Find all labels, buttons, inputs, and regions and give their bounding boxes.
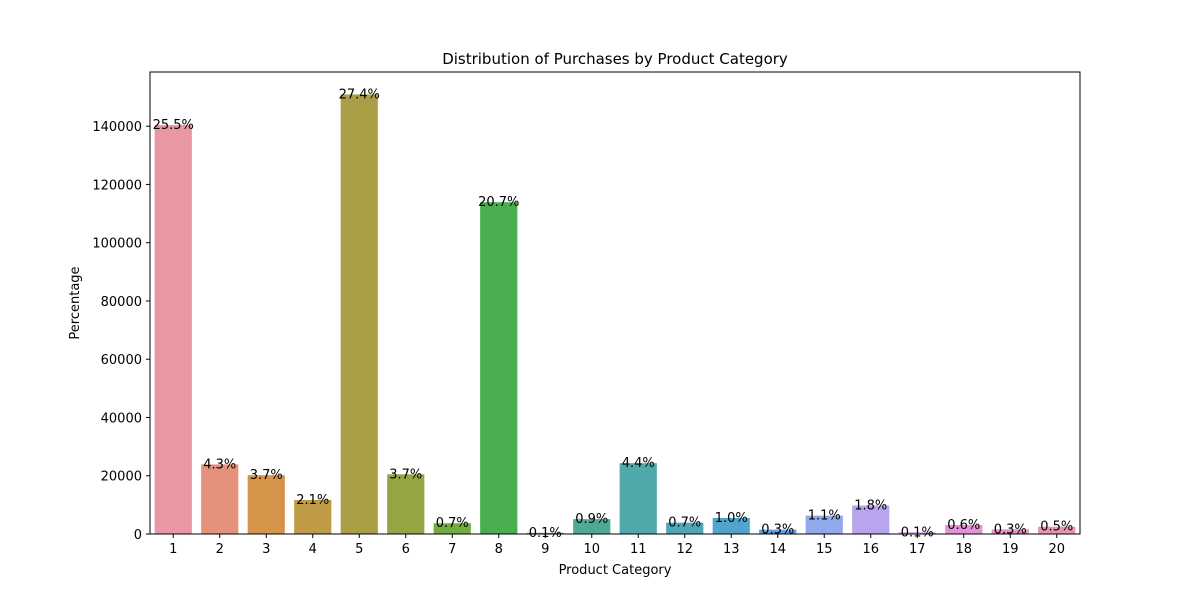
bar-value-label: 25.5%: [153, 118, 194, 133]
bar-category-17: [898, 532, 936, 534]
x-tick-label: 9: [541, 542, 549, 557]
y-axis: 0 20000 40000 60000 80000 100000 120000 140000: [92, 120, 150, 543]
bar-category-7: [433, 523, 471, 534]
bar-category-3: [247, 475, 285, 534]
x-tick-label: 15: [816, 542, 833, 557]
y-tick-label: 60000: [101, 353, 142, 368]
bar-value-label: 0.1%: [901, 525, 934, 540]
y-tick-label: 100000: [92, 237, 142, 252]
bar-category-6: [387, 474, 425, 534]
bar-category-5: [340, 94, 378, 535]
x-tick-label: 4: [309, 542, 317, 557]
bar-category-1: [154, 125, 192, 535]
chart-title: Distribution of Purchases by Product Cat…: [442, 50, 788, 68]
bar-value-label: 0.7%: [436, 516, 469, 531]
bar-category-15: [805, 515, 843, 534]
bar-category-10: [573, 519, 611, 534]
bar-category-4: [294, 499, 332, 534]
x-tick-label: 10: [583, 542, 600, 557]
bar-value-label: 3.7%: [250, 468, 283, 483]
bar-category-8: [480, 202, 518, 534]
x-tick-label: 17: [909, 542, 926, 557]
bar-value-label: 4.3%: [203, 457, 236, 472]
bar-value-label: 2.1%: [296, 493, 329, 508]
bar-value-label: 20.7%: [478, 195, 519, 210]
bar-category-13: [712, 517, 750, 534]
plot-frame: [149, 71, 1081, 535]
y-tick-label: 80000: [101, 295, 142, 310]
y-tick-label: 0: [134, 528, 142, 543]
x-tick-label: 14: [769, 542, 786, 557]
bar-labels-group: 25.5% 4.3% 3.7% 2.1% 27.4% 3.7% 0.7% 20.7% 0.1% 0…: [153, 87, 1074, 540]
x-tick-label: 16: [862, 542, 879, 557]
x-tick-label: 2: [216, 542, 224, 557]
bar-value-label: 3.7%: [389, 467, 422, 482]
bar-category-20: [1038, 526, 1076, 534]
bar-value-label: 0.6%: [947, 518, 980, 533]
x-tick-label: 12: [676, 542, 693, 557]
bar-value-label: 27.4%: [339, 87, 380, 102]
bar-category-11: [619, 463, 657, 534]
bar-value-label: 0.5%: [1040, 520, 1073, 535]
bar-value-label: 1.1%: [808, 509, 841, 524]
y-tick-label: 20000: [101, 470, 142, 485]
x-axis: 1 2 3 4 5 6 7 8 9 10 11 12 13 14 15 16 17 18 19 20: [169, 534, 1065, 557]
x-tick-label: 3: [262, 542, 270, 557]
bar-category-9: [526, 532, 564, 534]
bar-value-label: 4.4%: [622, 456, 655, 471]
x-tick-label: 18: [955, 542, 972, 557]
bar-value-label: 0.7%: [668, 516, 701, 531]
bar-value-label: 1.8%: [854, 498, 887, 513]
bar-value-label: 0.9%: [575, 512, 608, 527]
bar-category-12: [666, 522, 704, 534]
x-tick-label: 19: [1002, 542, 1019, 557]
bar-category-16: [852, 505, 890, 534]
bar-category-14: [759, 529, 797, 534]
y-tick-label: 40000: [101, 411, 142, 426]
y-tick-label: 120000: [92, 178, 142, 193]
y-axis-label: Percentage: [68, 266, 83, 339]
x-tick-label: 8: [495, 542, 503, 557]
x-tick-label: 7: [448, 542, 456, 557]
bar-value-label: 0.1%: [529, 526, 562, 541]
y-tick-label: 140000: [92, 120, 142, 135]
x-tick-label: 20: [1048, 542, 1065, 557]
bars-group: [154, 94, 1076, 535]
bar-category-2: [201, 464, 239, 534]
x-tick-label: 1: [169, 542, 177, 557]
x-tick-label: 5: [355, 542, 363, 557]
x-tick-label: 6: [402, 542, 410, 557]
x-tick-label: 11: [630, 542, 647, 557]
x-tick-label: 13: [723, 542, 740, 557]
bar-category-18: [945, 524, 983, 534]
x-axis-label: Product Category: [559, 563, 672, 578]
bar-category-19: [991, 529, 1029, 534]
bar-value-label: 1.0%: [715, 511, 748, 526]
